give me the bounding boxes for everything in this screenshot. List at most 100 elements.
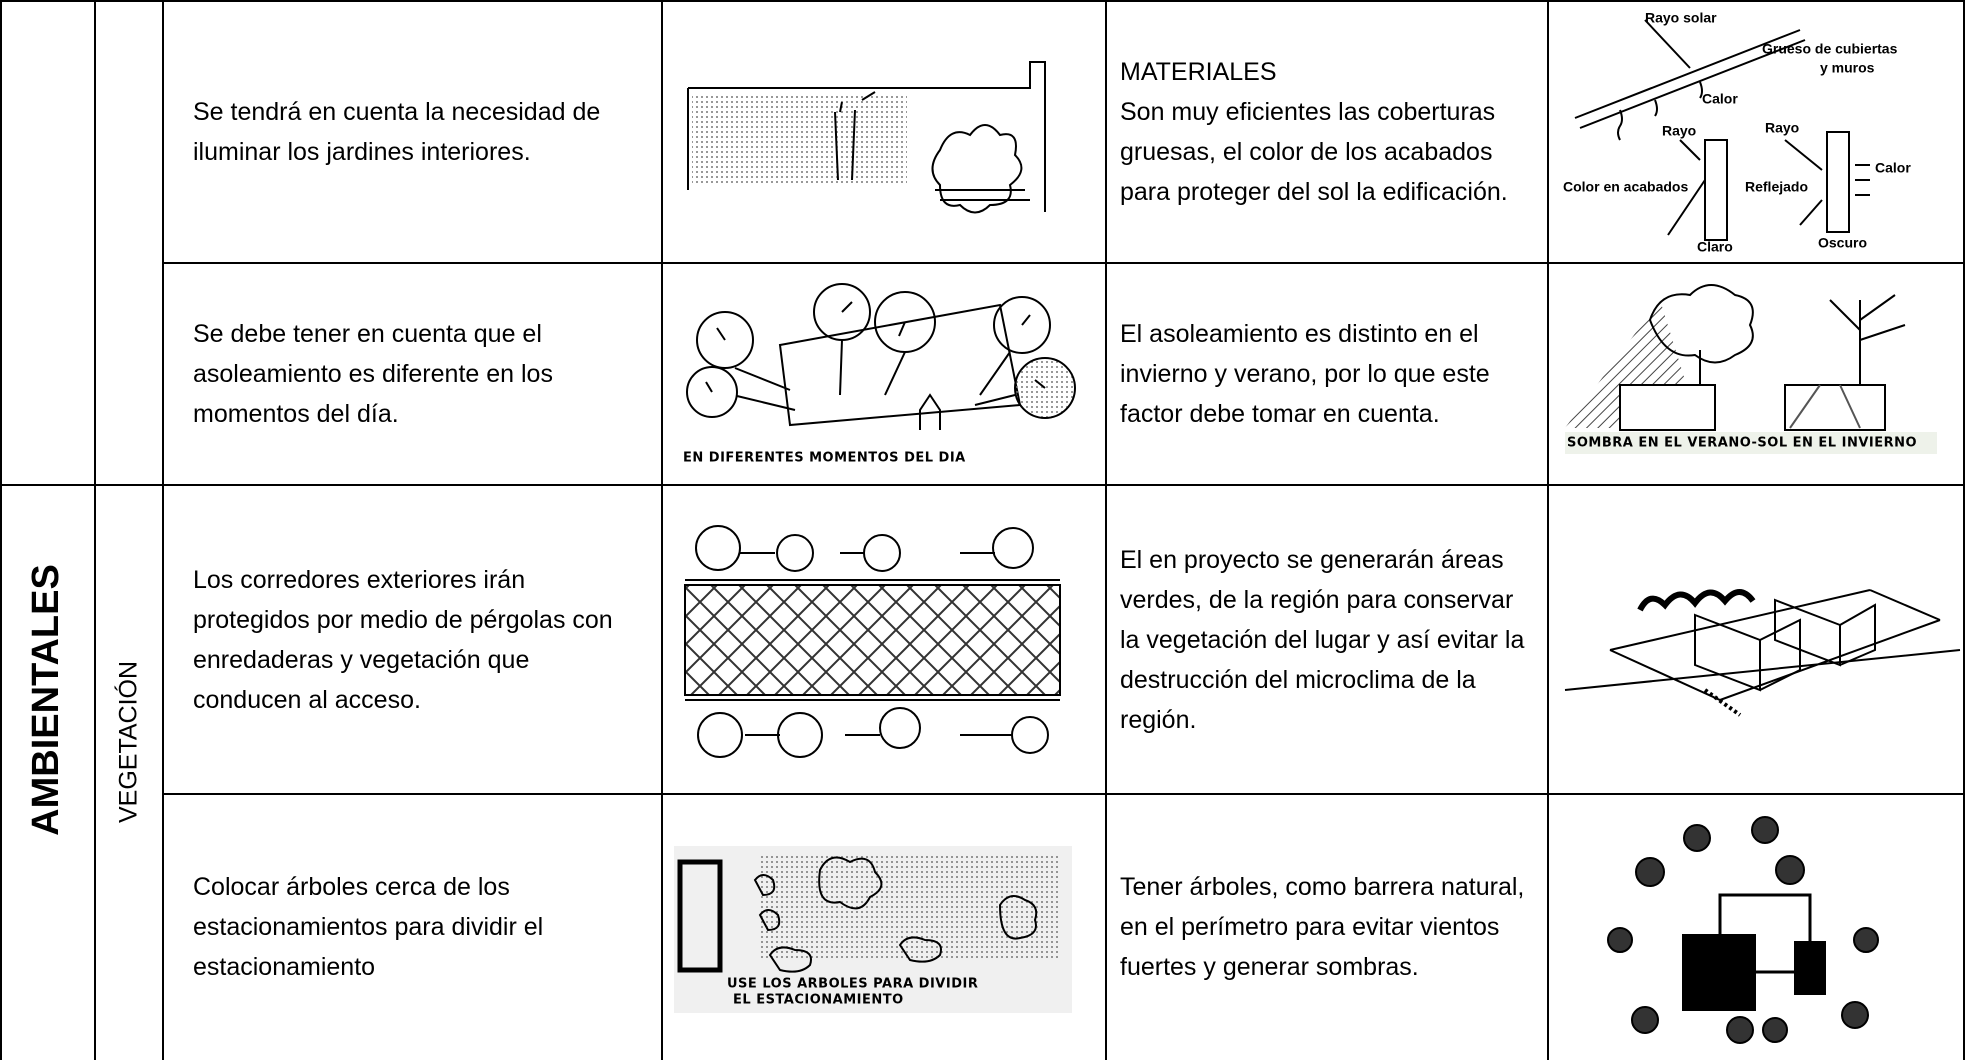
diagram-label: Rayo solar xyxy=(1645,10,1717,26)
sketch-stroke xyxy=(695,525,741,571)
description-cell: El asoleamiento es distinto en el invier… xyxy=(1106,263,1548,485)
description-text: El asoleamiento es distinto en el invier… xyxy=(1120,320,1490,428)
sketch-stroke xyxy=(1574,29,1806,129)
sketch-stroke xyxy=(834,91,876,181)
sketch-stroke xyxy=(1853,927,1879,953)
sketch-stroke xyxy=(696,311,754,369)
sketch-stroke xyxy=(863,534,901,572)
sketch-stroke xyxy=(1751,816,1779,844)
sketch-stroke xyxy=(818,856,883,910)
sketch-stroke xyxy=(705,301,1046,393)
diagram-label: Grueso de cubiertas xyxy=(1762,41,1898,57)
sketch-stroke xyxy=(684,584,1061,696)
sketch-stroke xyxy=(1631,1006,1659,1034)
description-text: Son muy eficientes las coberturas gruesa… xyxy=(1120,97,1508,206)
criterion-cell: Se tendrá en cuenta la necesidad de ilum… xyxy=(163,0,662,263)
sketch-garden-light xyxy=(687,61,1046,214)
diagram-seasons: SOMBRA EN EL VERANO-SOL EN EL INVIERNO xyxy=(1565,284,1937,454)
sketch-sun-moments: EN DIFERENTES MOMENTOS DEL DIA xyxy=(683,283,1076,466)
sketch-caption: USE LOS ARBOLES PARA DIVIDIR xyxy=(727,977,978,992)
description-cell: El en proyecto se generarán áreas verdes… xyxy=(1106,485,1548,794)
sketch-stroke xyxy=(1617,19,1703,141)
sketch-stroke xyxy=(1784,384,1886,431)
criterion-text: Se tendrá en cuenta la necesidad de ilum… xyxy=(193,97,601,166)
criterion-text: Se debe tener en cuenta que el asoleamie… xyxy=(193,320,553,428)
sketch-stroke xyxy=(1667,139,1870,236)
sketch-stroke xyxy=(1775,855,1805,885)
sketch-stroke xyxy=(1703,688,1742,717)
criterion-cell: Los corredores exteriores irán protegido… xyxy=(163,485,662,794)
sketch-stroke xyxy=(1762,1017,1788,1043)
sketch-stroke xyxy=(740,552,1012,736)
diagram-label: Rayo xyxy=(1662,123,1696,139)
sketch-caption: EL ESTACIONAMIENTO xyxy=(733,993,904,1008)
diagram-label: Claro xyxy=(1697,239,1733,255)
diagram-label: Color en acabados xyxy=(1563,179,1688,195)
sketch-corridors xyxy=(684,525,1061,758)
sketch-stroke xyxy=(931,124,1023,214)
diagram-materials: Rayo solar Grueso de cubiertas y muros C… xyxy=(1563,10,1911,255)
diagram-label: Oscuro xyxy=(1818,235,1867,251)
sketch-stroke xyxy=(1726,1016,1754,1044)
description-text: Tener árboles, como barrera natural, en … xyxy=(1120,873,1525,981)
sketch-stroke xyxy=(760,855,1060,960)
sketch-stroke xyxy=(993,296,1051,354)
sketch-stroke xyxy=(879,707,921,749)
sketch-stroke xyxy=(919,393,941,430)
sketch-stroke xyxy=(1694,613,1801,692)
sketch-stroke xyxy=(1682,934,1756,1011)
criterion-text: Colocar árboles cerca de los estacionami… xyxy=(193,873,544,981)
sketch-parking: USE LOS ARBOLES PARA DIVIDIR EL ESTACION… xyxy=(674,846,1072,1013)
sketch-stroke xyxy=(734,339,1016,411)
diagram-label: y muros xyxy=(1820,60,1875,76)
sketch-stroke xyxy=(685,579,1060,701)
sketch-stroke xyxy=(677,859,723,973)
diagram-label: Reflejado xyxy=(1745,179,1808,195)
sketch-stroke xyxy=(1699,294,1906,385)
sketch-stroke xyxy=(686,366,738,418)
description-heading: MATERIALES xyxy=(1120,57,1277,86)
diagram-tree-barrier xyxy=(1607,816,1879,1044)
sketch-stroke xyxy=(1794,941,1826,995)
criterion-cell: Colocar árboles cerca de los estacionami… xyxy=(163,794,662,1060)
description-cell: MATERIALES Son muy eficientes las cobert… xyxy=(1106,0,1548,263)
sketch-stroke xyxy=(1607,927,1633,953)
criterion-text: Los corredores exteriores irán protegido… xyxy=(193,565,613,714)
sketch-stroke xyxy=(1774,598,1876,667)
sketch-stroke xyxy=(1637,589,1756,612)
diagram-green-areas xyxy=(1564,589,1961,717)
diagram-label: Rayo xyxy=(1765,120,1799,136)
sketch-stroke xyxy=(1704,139,1728,241)
sketch-stroke xyxy=(935,189,1030,201)
description-cell: Tener árboles, como barrera natural, en … xyxy=(1106,794,1548,1060)
sketch-stroke xyxy=(1718,893,1812,974)
sketch-stroke xyxy=(1841,1001,1869,1029)
sketch-stroke xyxy=(1826,131,1850,233)
description-block: MATERIALES Son muy eficientes las cobert… xyxy=(1120,52,1538,212)
description-text: El en proyecto se generarán áreas verdes… xyxy=(1120,545,1525,734)
diagram-caption: SOMBRA EN EL VERANO-SOL EN EL INVIERNO xyxy=(1567,436,1917,451)
sketch-stroke xyxy=(777,712,823,758)
diagram-label: Calor xyxy=(1702,91,1738,107)
sketch-stroke xyxy=(687,61,1046,212)
sketch-stroke xyxy=(692,96,907,184)
sketch-stroke xyxy=(1619,384,1716,431)
category-label: AMBIENTALES xyxy=(25,564,67,836)
sketch-stroke xyxy=(1683,824,1711,852)
sketch-caption: EN DIFERENTES MOMENTOS DEL DIA xyxy=(683,451,966,466)
sketch-stroke xyxy=(1011,716,1049,754)
sketch-stroke xyxy=(1635,857,1665,887)
subcategory-label: VEGETACIÓN xyxy=(114,661,143,823)
sketch-stroke xyxy=(998,895,1038,940)
sketch-stroke xyxy=(776,534,814,572)
sketch-stroke xyxy=(753,874,942,973)
sketch-stroke xyxy=(992,527,1034,569)
sketch-stroke xyxy=(1565,432,1937,454)
sketch-stroke xyxy=(1648,284,1754,364)
diagram-label: Calor xyxy=(1875,160,1911,176)
sketch-stroke xyxy=(1564,589,1961,702)
criterion-cell: Se debe tener en cuenta que el asoleamie… xyxy=(163,263,662,485)
sketch-stroke xyxy=(1789,384,1861,429)
